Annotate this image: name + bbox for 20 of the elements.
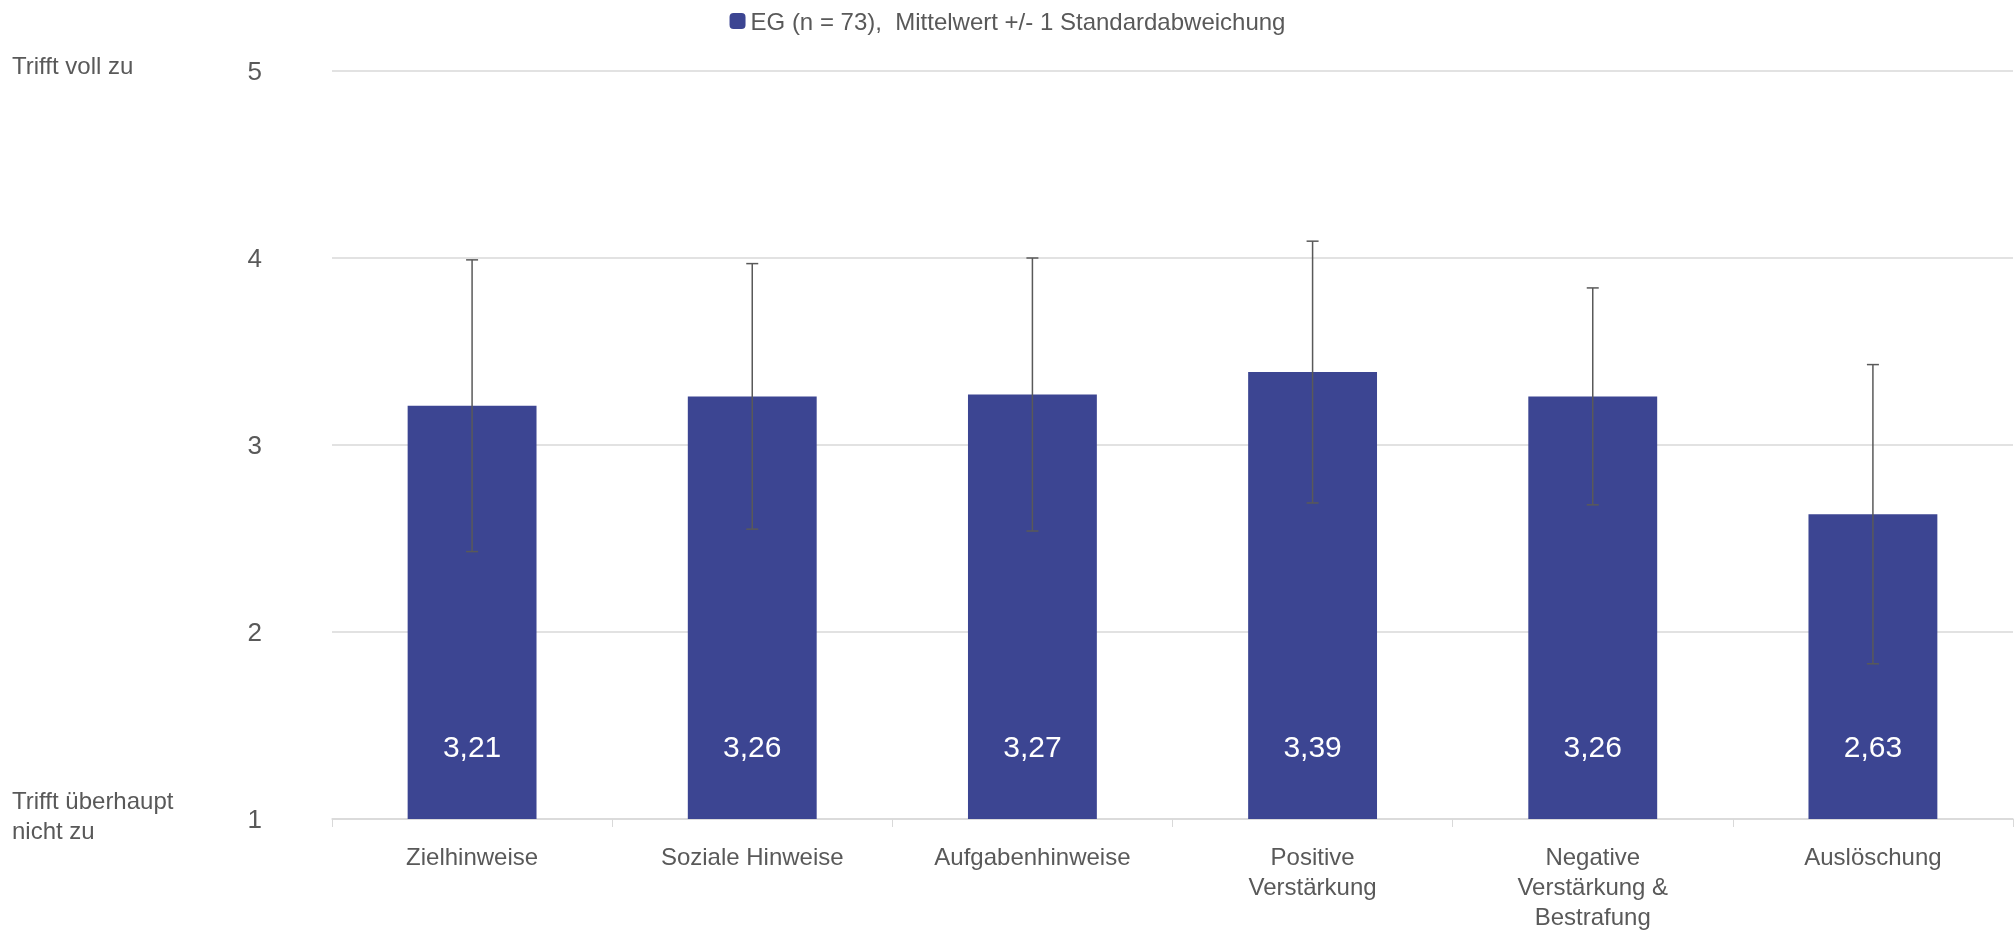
x-tick-label: Zielhinweise <box>406 842 539 870</box>
y-tick-label: 5 <box>247 56 262 86</box>
data-label: 2,63 <box>1843 729 1903 763</box>
data-label: 3,26 <box>1563 729 1622 763</box>
data-label: 3,26 <box>723 729 782 763</box>
data-label: 3,21 <box>442 729 502 763</box>
y-tick-label: 2 <box>247 617 262 647</box>
y-tick-label: 4 <box>247 243 262 273</box>
x-tick-label: Positive Verstärkung <box>1248 842 1377 900</box>
y-tick-label: 1 <box>247 804 262 834</box>
data-label: 3,27 <box>1003 729 1062 763</box>
x-tick-label: Aufgabenhinweise <box>934 842 1131 870</box>
x-tick-label: Soziale Hinweise <box>660 842 844 870</box>
x-tick-label: Negative Verstärkung & Bestrafung <box>1517 842 1669 930</box>
x-tick-label: Auslöschung <box>1804 842 1942 870</box>
legend-label: EG (n = 73), Mittelwert +/- 1 Standardabweichung <box>750 7 1286 35</box>
y-tick-label: 3 <box>247 430 262 460</box>
data-label: 3,39 <box>1283 729 1342 763</box>
text: Trifft voll zu <box>12 51 134 79</box>
text: Trifft überhaupt nicht zu <box>12 786 174 844</box>
